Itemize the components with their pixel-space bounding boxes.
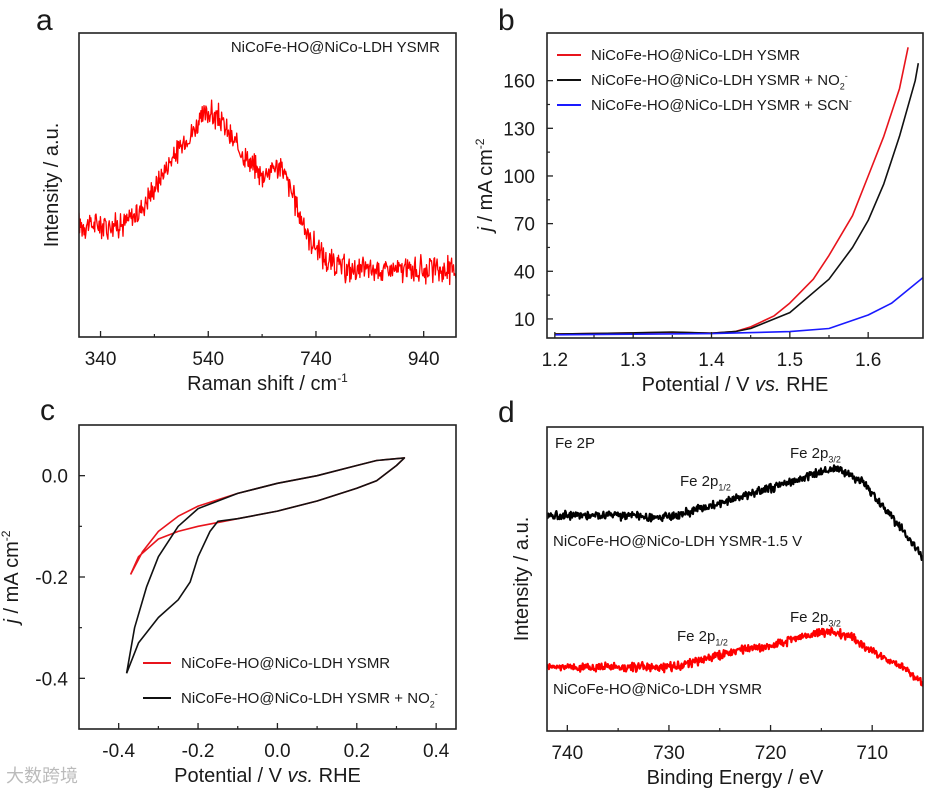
series-line-1 bbox=[129, 457, 406, 575]
watermark: 大数跨境 bbox=[6, 766, 78, 786]
annotation: Fe 2p1/2 bbox=[680, 473, 731, 493]
annotation: NiCoFe-HO@NiCo-LDH YSMR bbox=[553, 681, 762, 698]
y-tick-label: -0.4 bbox=[35, 669, 68, 690]
x-axis-title: Potential / V vs. RHE bbox=[174, 765, 361, 787]
annotation: Fe 2P bbox=[555, 435, 595, 452]
x-tick-label: 1.2 bbox=[542, 350, 568, 371]
x-tick-label: 740 bbox=[551, 743, 583, 764]
legend: NiCoFe-HO@NiCo-LDH YSMR NiCoFe-HO@NiCo-LD… bbox=[143, 655, 438, 710]
x-tick-label: 0.4 bbox=[423, 741, 450, 762]
x-tick-label: 940 bbox=[408, 349, 440, 370]
x-tick-label: 0.0 bbox=[264, 741, 290, 762]
legend-label: NiCoFe-HO@NiCo-LDH YSMR + SCN- bbox=[591, 96, 852, 114]
panel-letter: c bbox=[40, 394, 55, 427]
legend-label: NiCoFe-HO@NiCo-LDH YSMR + NO2- bbox=[591, 71, 848, 92]
x-tick-label: 340 bbox=[85, 349, 117, 370]
y-axis-title: Intensity / a.u. bbox=[41, 123, 63, 248]
x-tick-label: -0.2 bbox=[182, 741, 215, 762]
panel-a: 340 540 740 940 Raman shift / cm-1 Intensity … bbox=[36, 4, 457, 395]
x-tick-label: 1.4 bbox=[698, 350, 725, 371]
x-tick-label: 720 bbox=[755, 743, 787, 764]
plot-frame bbox=[546, 32, 924, 339]
x-axis-title: Potential / V vs. RHE bbox=[642, 374, 829, 396]
x-tick-label: 710 bbox=[856, 743, 888, 764]
x-axis-title: Binding Energy / eV bbox=[647, 767, 824, 789]
series-line-2 bbox=[125, 457, 406, 674]
series-line-3 bbox=[554, 276, 923, 336]
panel-letter: d bbox=[498, 396, 515, 429]
x-tick-label: 0.2 bbox=[344, 741, 370, 762]
y-tick-label: 40 bbox=[514, 262, 535, 283]
series-line-2 bbox=[547, 626, 923, 687]
series-line-1 bbox=[547, 464, 923, 561]
y-tick-label: 160 bbox=[503, 72, 535, 93]
plot-frame bbox=[78, 424, 457, 730]
plot-frame bbox=[78, 32, 457, 338]
y-tick-label: 100 bbox=[503, 167, 535, 188]
y-tick-label: -0.2 bbox=[35, 568, 68, 589]
y-tick-label: 10 bbox=[514, 310, 535, 331]
annotation: Fe 2p3/2 bbox=[790, 609, 841, 629]
panel-c: -0.4 -0.2 0.0 0.2 0.4 -0.4 -0.2 0.0 Potential / … bbox=[0, 394, 457, 787]
y-tick-label: 0.0 bbox=[42, 467, 68, 488]
x-axis-title: Raman shift / cm-1 bbox=[187, 371, 348, 395]
x-tick-label: 540 bbox=[192, 349, 224, 370]
legend: NiCoFe-HO@NiCo-LDH YSMR NiCoFe-HO@NiCo-LD… bbox=[557, 47, 852, 114]
series-line-1 bbox=[554, 47, 909, 335]
panel-d: 740 730 720 710 Binding Energy / eV Intensity… bbox=[498, 396, 924, 789]
y-axis-title: Intensity / a.u. bbox=[511, 517, 533, 642]
y-tick-label: 70 bbox=[514, 215, 535, 236]
x-tick-label: 730 bbox=[653, 743, 685, 764]
panel-letter: b bbox=[498, 4, 515, 37]
plot-frame bbox=[546, 426, 924, 732]
annotation: NiCoFe-HO@NiCo-LDH YSMR bbox=[231, 39, 440, 56]
annotation: NiCoFe-HO@NiCo-LDH YSMR-1.5 V bbox=[553, 533, 802, 550]
panel-letter: a bbox=[36, 4, 53, 37]
legend-label: NiCoFe-HO@NiCo-LDH YSMR + NO2- bbox=[181, 689, 438, 710]
y-tick-label: 130 bbox=[503, 119, 535, 140]
series-line-1 bbox=[79, 99, 456, 286]
legend-label: NiCoFe-HO@NiCo-LDH YSMR bbox=[591, 47, 800, 64]
annotation: Fe 2p3/2 bbox=[790, 445, 841, 465]
y-axis-title: j / mA cm-2 bbox=[0, 530, 23, 626]
annotation: Fe 2p1/2 bbox=[677, 628, 728, 648]
x-tick-label: 1.6 bbox=[855, 350, 881, 371]
legend-label: NiCoFe-HO@NiCo-LDH YSMR bbox=[181, 655, 390, 672]
y-axis-title: j / mA cm-2 bbox=[473, 138, 497, 234]
x-tick-label: 1.3 bbox=[620, 350, 646, 371]
x-tick-label: -0.4 bbox=[102, 741, 135, 762]
x-tick-label: 1.5 bbox=[777, 350, 803, 371]
x-tick-label: 740 bbox=[300, 349, 332, 370]
panel-b: 1.2 1.3 1.4 1.5 1.6 10 40 70 100 130 160 Potential … bbox=[473, 4, 924, 396]
series-line-2 bbox=[554, 63, 920, 335]
